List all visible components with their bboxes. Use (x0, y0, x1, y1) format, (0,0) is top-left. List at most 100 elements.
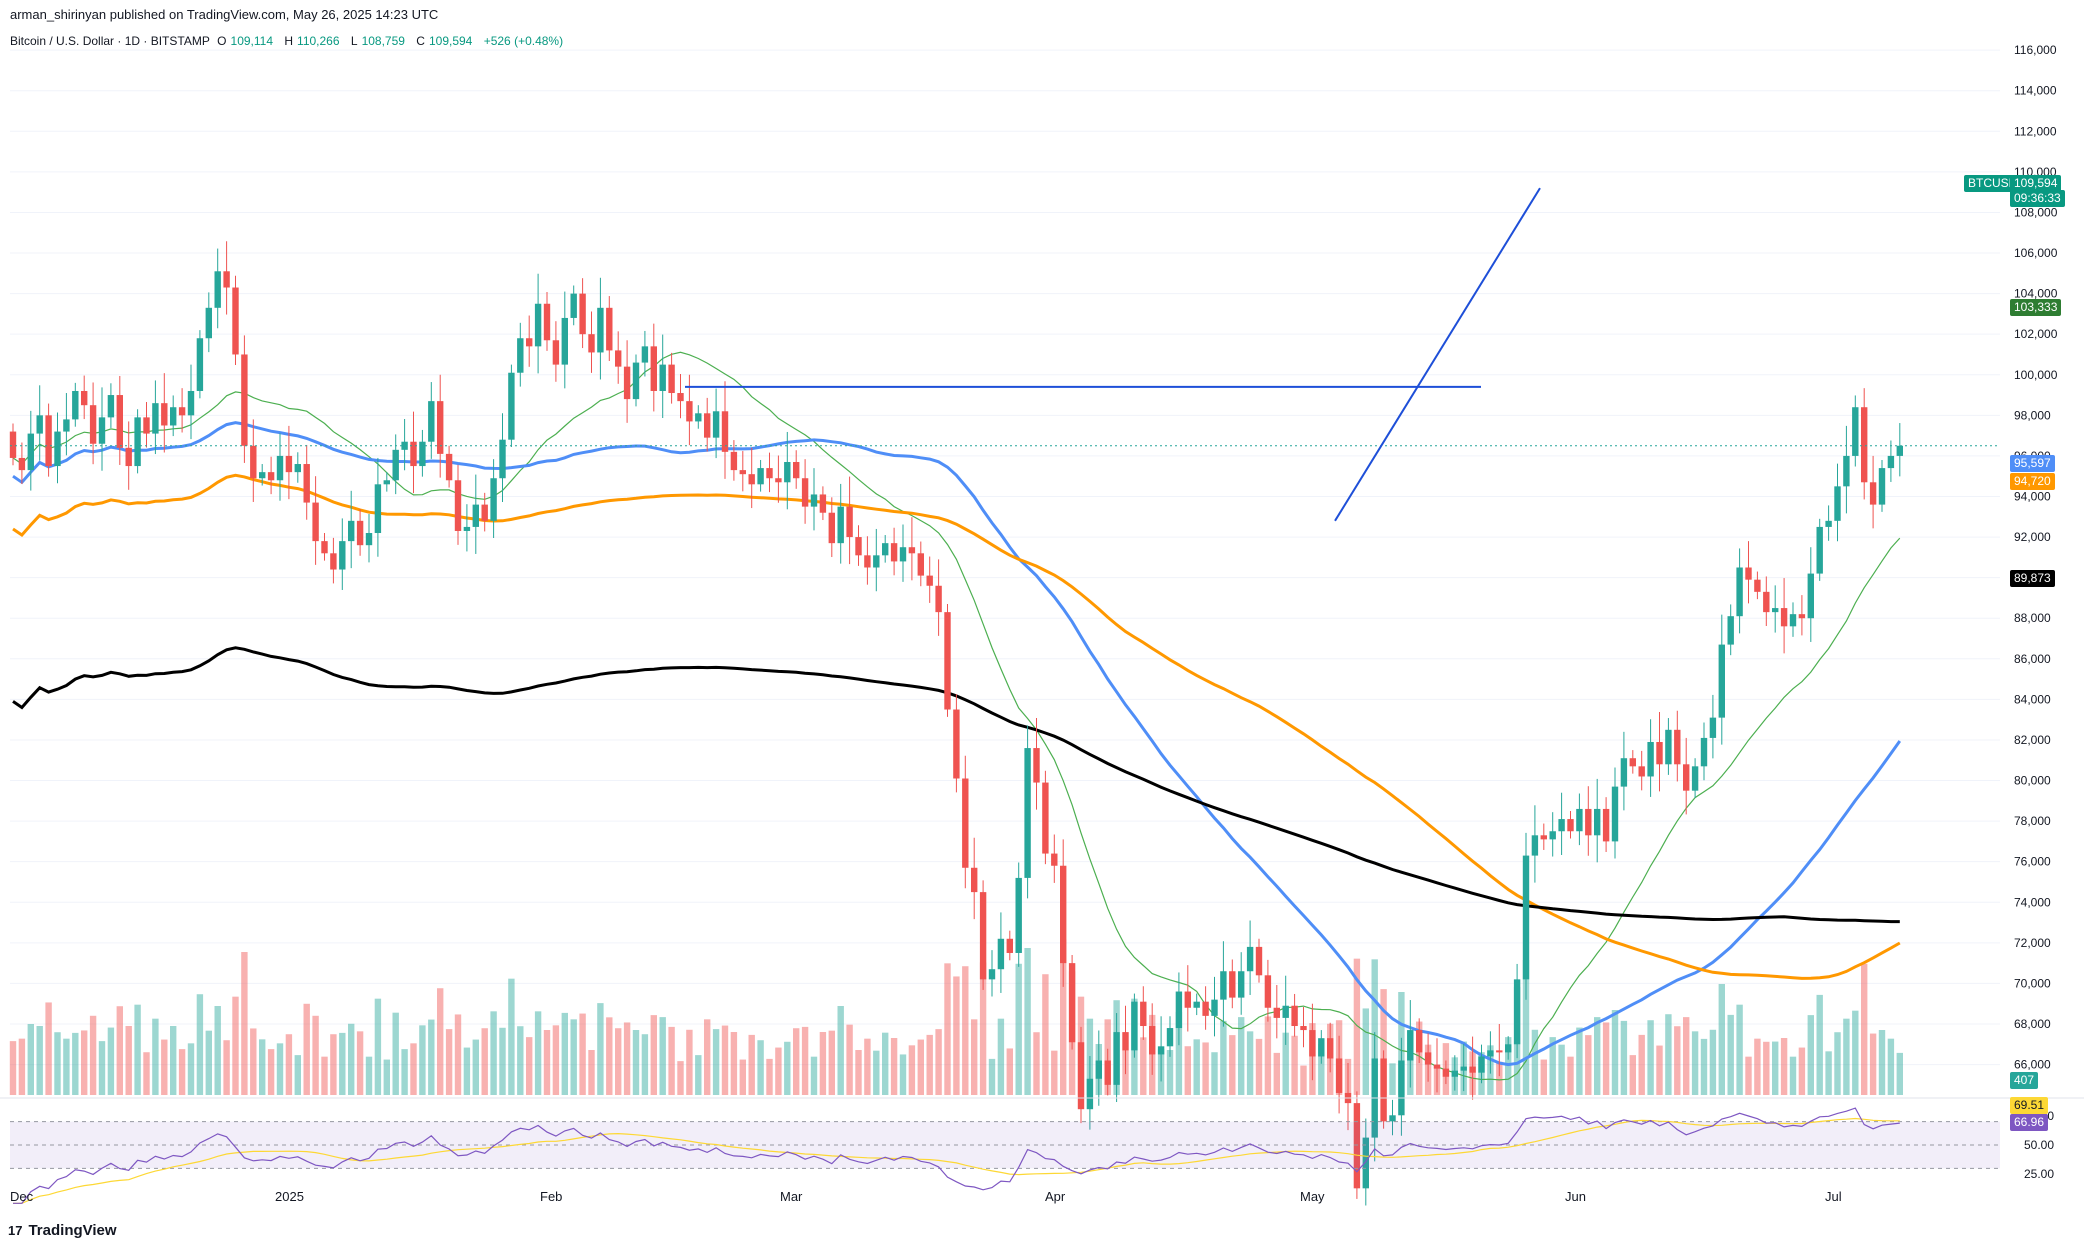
volume-bar (1540, 1059, 1547, 1095)
volume-bar (1736, 1004, 1743, 1095)
volume-bar (846, 1024, 853, 1095)
rsi-line (13, 1107, 1900, 1204)
candle-body (890, 543, 898, 562)
candle-body (428, 401, 435, 442)
volume-bar (1763, 1041, 1770, 1095)
volume-bar (437, 988, 444, 1095)
rsi-tick-label: 50.00 (2024, 1138, 2054, 1152)
volume-bar (1238, 1017, 1245, 1095)
volume-bar (650, 1015, 657, 1095)
tradingview-logo[interactable]: 17 TradingView (8, 1222, 117, 1239)
volume-bar (1647, 1020, 1654, 1095)
candle-body (1602, 808, 1610, 842)
candle-body (597, 307, 604, 353)
candle-body (1157, 1046, 1165, 1055)
volume-bar (1718, 984, 1725, 1095)
ema-fast-tag: 103,333 (2010, 299, 2062, 316)
volume-bar (890, 1038, 898, 1095)
candle-body (1896, 445, 1903, 456)
candle-body (1843, 455, 1850, 487)
candle-body (1113, 1032, 1120, 1085)
candle-body (392, 449, 399, 481)
open-value: 109,114 (230, 34, 274, 48)
volume-bar (1300, 1065, 1307, 1095)
candle-body (1709, 717, 1717, 738)
volume-bar (1665, 1014, 1672, 1095)
volume-bar (997, 1018, 1005, 1095)
volume-bar (1496, 1061, 1503, 1095)
volume-bar (454, 1014, 462, 1095)
candle-body (374, 484, 382, 534)
volume-bar (1620, 1020, 1628, 1095)
candle-body (1095, 1060, 1102, 1079)
candle-body (356, 520, 364, 546)
candle-body (971, 867, 978, 893)
candle-body (1122, 1032, 1129, 1051)
candle-body (1807, 573, 1814, 619)
candle-body (899, 547, 907, 562)
candle-body (1131, 1001, 1138, 1051)
candle-body (339, 541, 346, 570)
candle-body (1469, 1066, 1476, 1073)
candle-body (36, 415, 43, 434)
candle-body (1727, 616, 1734, 645)
candle-body (766, 468, 773, 479)
volume-bar (18, 1038, 26, 1095)
candle-body (1211, 999, 1218, 1016)
volume-bar (526, 1037, 533, 1095)
price-tick-label: 82,000 (2014, 733, 2051, 747)
candle-body (1745, 567, 1752, 580)
candle-body (365, 533, 373, 546)
volume-bar (1816, 994, 1823, 1095)
candle-body (1229, 971, 1236, 998)
candle-body (232, 287, 239, 355)
candle-body (561, 317, 568, 365)
volume-bar (1780, 1038, 1788, 1095)
volume-bar (1825, 1051, 1832, 1095)
volume-bar (54, 1032, 61, 1095)
volume-bar (170, 1026, 177, 1095)
candle-body (1861, 407, 1868, 483)
candle-body (267, 472, 275, 481)
volume-bar (232, 996, 239, 1095)
price-tick-label: 78,000 (2014, 814, 2051, 828)
price-tick-label: 74,000 (2014, 895, 2051, 909)
candle-body (1033, 748, 1040, 783)
btc-price-tag: 109,594 (2010, 175, 2062, 192)
symbol-name[interactable]: Bitcoin / U.S. Dollar · 1D · BITSTAMP (10, 34, 210, 48)
price-tick-label: 98,000 (2014, 408, 2051, 422)
volume-bar (205, 1030, 212, 1095)
price-tick-label: 76,000 (2014, 855, 2051, 869)
candle-body (810, 494, 818, 507)
volume-bar (828, 1030, 835, 1095)
close-value: 109,594 (428, 34, 473, 48)
volume-bar (152, 1018, 159, 1095)
volume-bar (543, 1030, 551, 1095)
volume-bar (908, 1045, 916, 1095)
volume-bar (27, 1024, 34, 1095)
candle-body (463, 526, 471, 531)
candle-body (1318, 1038, 1325, 1057)
volume-bar (196, 994, 204, 1095)
candle-body (125, 447, 132, 467)
rsi-tick-label: 25.00 (2024, 1167, 2054, 1181)
candle-body (579, 293, 586, 335)
volume-bar (481, 1028, 488, 1095)
candle-body (1736, 567, 1743, 617)
candle-body (152, 403, 159, 434)
candle-body (819, 494, 827, 513)
price-tick-label: 114,000 (2014, 84, 2057, 98)
candle-body (1424, 1052, 1432, 1065)
candle-body (214, 271, 221, 308)
volume-bar (1255, 1038, 1263, 1095)
time-tick-label: Jul (1825, 1189, 1842, 1204)
price-tick-label: 72,000 (2014, 936, 2051, 950)
volume-bar (1674, 1026, 1681, 1095)
volume-bar (223, 1040, 230, 1095)
candle-body (1246, 946, 1254, 972)
volume-bar (686, 1029, 693, 1095)
candle-body (962, 778, 969, 868)
volume-bar (704, 1019, 711, 1095)
volume-bar (1861, 963, 1868, 1095)
